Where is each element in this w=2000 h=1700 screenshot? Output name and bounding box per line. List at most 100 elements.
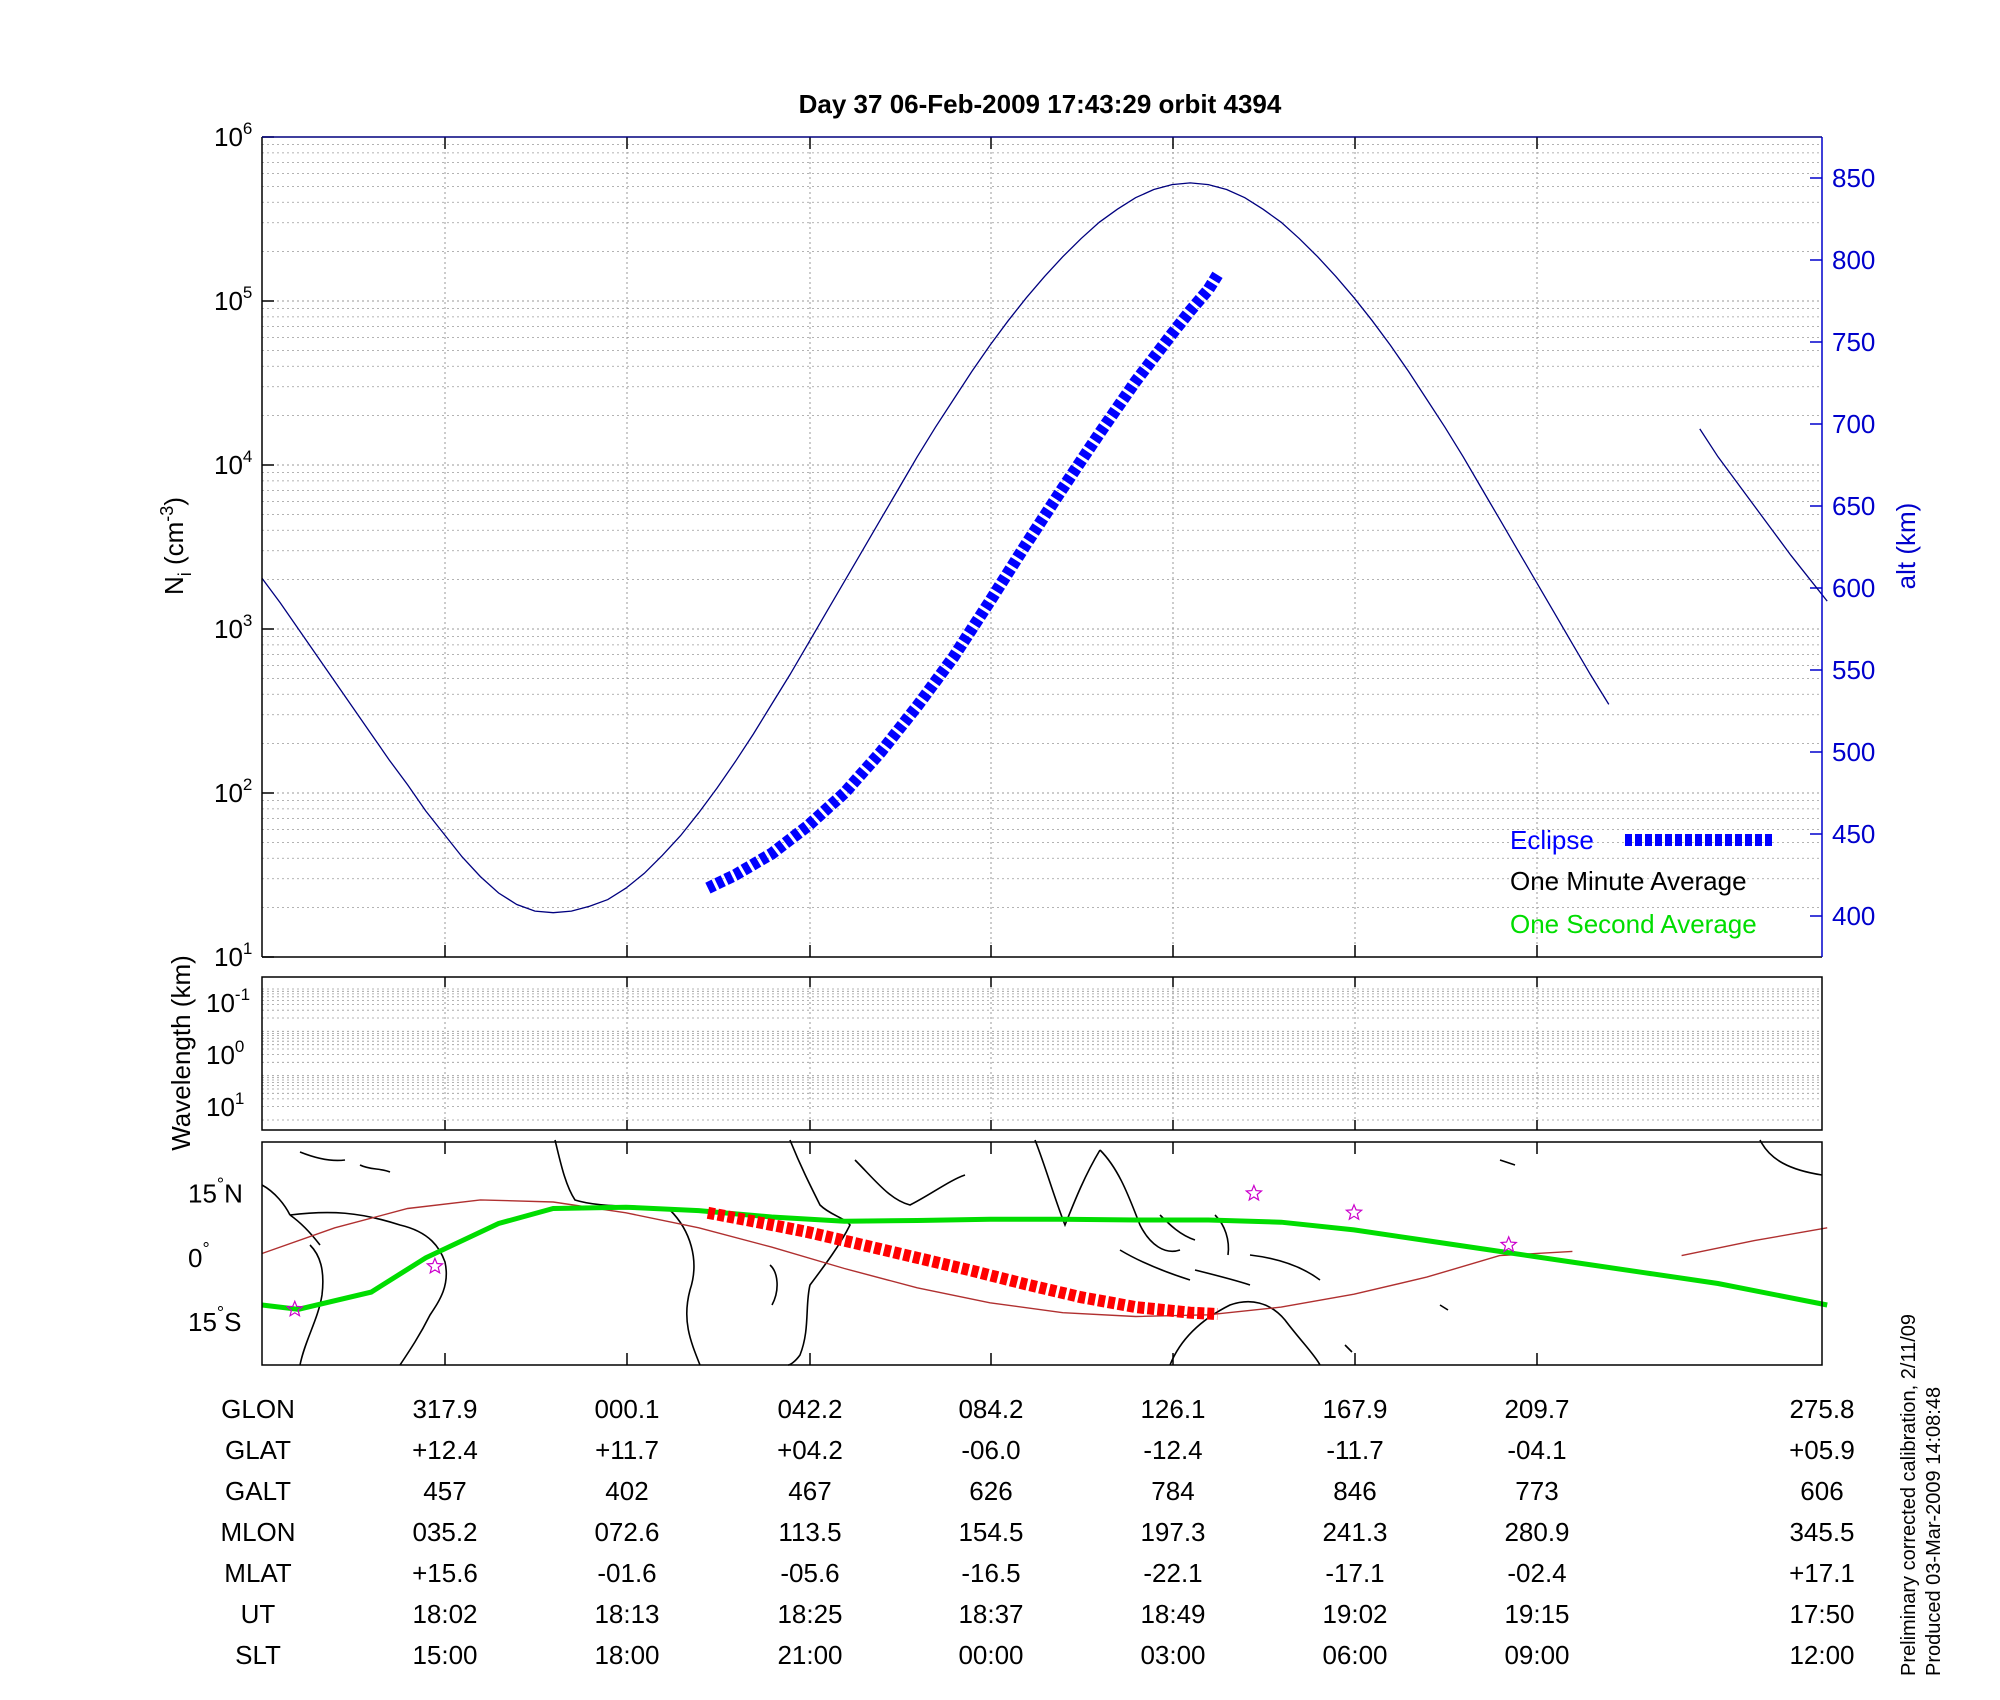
ephemeris-value: 18:02 (412, 1599, 477, 1629)
ephemeris-value: +17.1 (1789, 1558, 1855, 1588)
tick-base: 10 (214, 614, 243, 644)
right-axis-label: alt (km) (1891, 503, 1921, 590)
wavelength-tick-label: 10-1 (206, 985, 250, 1018)
ephemeris-table: GLON GLAT GALT MLON MLAT UT SLT 317.9 +12.4 457 03… (220, 1394, 1854, 1670)
ephemeris-value: 126.1 (1140, 1394, 1205, 1424)
orbit-ground-track (261, 1199, 1828, 1318)
tick-exponent: 4 (243, 447, 252, 466)
legend-one-minute-label: One Minute Average (1510, 866, 1747, 896)
ephemeris-row-label: SLT (235, 1640, 281, 1670)
ephemeris-value: 402 (605, 1476, 648, 1506)
star-marker (1499, 1235, 1518, 1253)
ephemeris-value: 18:49 (1140, 1599, 1205, 1629)
ephemeris-value: 084.2 (958, 1394, 1023, 1424)
tick-exponent: 2 (243, 775, 252, 794)
left-tick-label: 103 (214, 611, 252, 644)
ephemeris-value: -05.6 (780, 1558, 839, 1588)
tick-base: 10 (214, 286, 243, 316)
coastlines (261, 1139, 1823, 1366)
ephemeris-value: 773 (1515, 1476, 1558, 1506)
australia-coast (1169, 1300, 1321, 1366)
ephemeris-value: 457 (423, 1476, 466, 1506)
ephemeris-row-label: GALT (225, 1476, 291, 1506)
caribbean-islands (299, 1151, 391, 1173)
ephemeris-value: 18:37 (958, 1599, 1023, 1629)
star-marker (425, 1256, 445, 1275)
ephemeris-value: 280.9 (1504, 1517, 1569, 1547)
legend-one-second-label: One Second Average (1510, 909, 1757, 939)
legend: Eclipse One Minute Average One Second Av… (1510, 825, 1775, 939)
ephemeris-row-label: UT (241, 1599, 276, 1629)
tick-base: 10 (214, 778, 243, 808)
ephemeris-value: 18:13 (594, 1599, 659, 1629)
tick-exponent: 3 (243, 611, 252, 630)
north-america-coast (1759, 1139, 1823, 1176)
right-tick-label: 550 (1832, 655, 1875, 685)
left-tick-label: 106 (214, 119, 252, 152)
left-axis-label-unit-close: ) (159, 497, 189, 506)
right-tick-label: 850 (1832, 163, 1875, 193)
left-tick-label: 105 (214, 283, 252, 316)
map-panel-frame (261, 1141, 1823, 1366)
india-coast (1034, 1139, 1101, 1228)
map-panel: 15°N0°15°S (188, 1139, 1828, 1366)
tick-exponent: 5 (243, 283, 252, 302)
ephemeris-value: +04.2 (777, 1435, 843, 1465)
calibration-note: Preliminary corrected calibration, 2/11/… (1898, 1314, 1920, 1676)
ephemeris-row-label: GLAT (225, 1435, 291, 1465)
africa-west-coast (554, 1139, 701, 1366)
ephemeris-value: 06:00 (1322, 1640, 1387, 1670)
right-tick-label: 800 (1832, 245, 1875, 275)
ephemeris-value: 21:00 (777, 1640, 842, 1670)
left-axis-label-unit-sup: -3 (157, 506, 177, 522)
south-america-west-coast (299, 1244, 324, 1366)
pacific-islands (1344, 1159, 1516, 1353)
latitude-ticks: 15°N0°15°S (188, 1174, 243, 1337)
latitude-tick-label: 0° (188, 1239, 210, 1273)
tick-exponent: -1 (235, 985, 250, 1004)
eclipse-ground-track (706, 1206, 1218, 1320)
ephemeris-value: +15.6 (412, 1558, 478, 1588)
top-panel-x-ticks (444, 137, 1538, 957)
right-tick-label: 450 (1832, 819, 1875, 849)
right-tick-label: 700 (1832, 409, 1875, 439)
ephemeris-value: 154.5 (958, 1517, 1023, 1547)
ephemeris-value: -04.1 (1507, 1435, 1566, 1465)
degree-symbol: ° (217, 1174, 224, 1194)
ephemeris-value: +05.9 (1789, 1435, 1855, 1465)
latitude-tick-label: 15°N (188, 1174, 243, 1208)
right-tick-label: 750 (1832, 327, 1875, 357)
ephemeris-value: 09:00 (1504, 1640, 1569, 1670)
ephemeris-value: 19:15 (1504, 1599, 1569, 1629)
ephemeris-value: 000.1 (594, 1394, 659, 1424)
ephemeris-value: 626 (969, 1476, 1012, 1506)
star-marker (1344, 1203, 1364, 1221)
top-panel-grid (262, 137, 1822, 958)
left-tick-label: 102 (214, 775, 252, 808)
left-axis-label-main: N (159, 576, 189, 595)
tick-base: 10 (214, 122, 243, 152)
right-tick-label: 500 (1832, 737, 1875, 767)
latitude-value: 0 (188, 1243, 202, 1273)
ephemeris-value: 167.9 (1322, 1394, 1387, 1424)
wavelength-panel-frame (261, 976, 1823, 1131)
left-axis-label-unit: (cm (159, 522, 189, 573)
ephemeris-value: 19:02 (1322, 1599, 1387, 1629)
tick-base: 10 (206, 1092, 235, 1122)
right-tick-label: 650 (1832, 491, 1875, 521)
map-x-ticks (444, 1142, 1538, 1365)
arabia-coast (854, 1159, 966, 1206)
ephemeris-row-label: GLON (221, 1394, 295, 1424)
ephemeris-value: 15:00 (412, 1640, 477, 1670)
tick-base: 10 (206, 988, 235, 1018)
new-guinea-coast (1249, 1254, 1321, 1281)
tick-exponent: 1 (235, 1089, 244, 1108)
ephemeris-value: -02.4 (1507, 1558, 1566, 1588)
ephemeris-value: -12.4 (1143, 1435, 1202, 1465)
ephemeris-value: +12.4 (412, 1435, 478, 1465)
degree-symbol: ° (217, 1303, 224, 1323)
ephemeris-value: 113.5 (778, 1517, 841, 1547)
